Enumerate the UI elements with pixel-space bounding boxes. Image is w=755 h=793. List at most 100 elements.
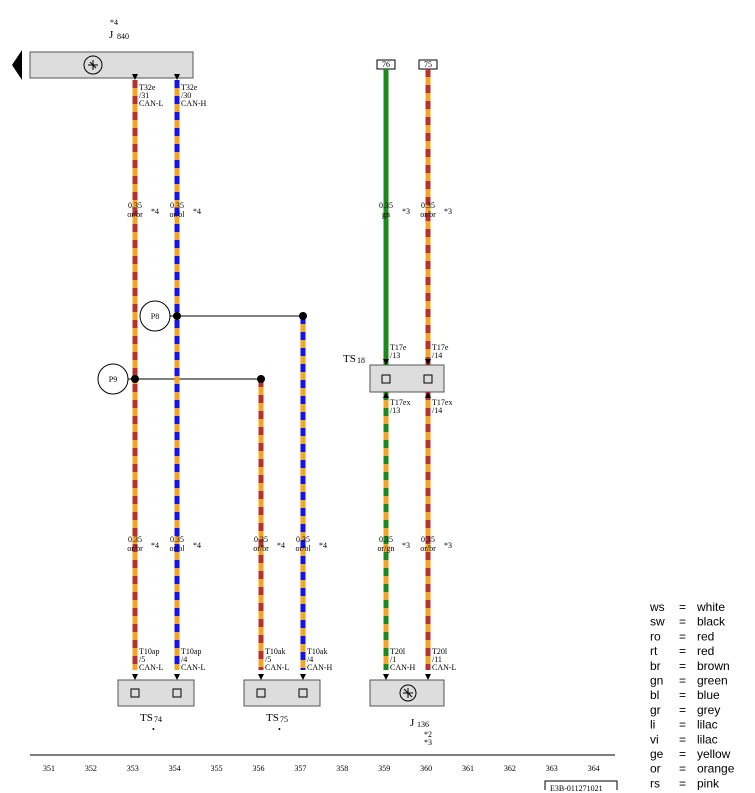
terminal-label: 76 [382,60,390,69]
pin-label: CAN-L [181,663,206,672]
pin-label: T17e [432,343,449,352]
grid-number: 351 [43,764,55,773]
wire-note: *3 [444,207,452,216]
pin-label: T20l [390,647,406,656]
grid-number: 362 [504,764,516,773]
connector-name: TS [266,712,279,724]
legend-eq: = [679,762,686,776]
wire-size: 0.35 [296,535,310,544]
legend-eq: = [679,747,686,761]
grid-number: 353 [127,764,139,773]
legend-code: rt [650,644,658,658]
pin-label: CAN-L [265,663,290,672]
connector-name: TS [343,353,356,365]
grid-number: 355 [211,764,223,773]
wire-size: 0.35 [170,535,184,544]
arrow [12,50,22,80]
terminal-label: 75 [424,60,432,69]
grid-number: 352 [85,764,97,773]
splice-dot [131,375,139,383]
legend-eq: = [679,629,686,643]
grid-number: 364 [588,764,600,773]
pin-label: T32e [139,83,156,92]
legend-eq: = [679,615,686,629]
pin-label: T17e [390,343,407,352]
legend-code: sw [650,615,665,629]
pin-label: CAN-L [432,663,457,672]
wire-note: *4 [193,541,201,550]
grid-number: 359 [378,764,390,773]
symbol [88,60,98,70]
pin-label: /30 [181,91,191,100]
legend-eq: = [679,674,686,688]
component-name: J [109,29,114,41]
connector-note: *3 [424,738,432,747]
symbol [83,55,103,75]
legend-code: bl [650,688,659,702]
wire-size: 0.35 [379,201,393,210]
splice-dot [299,312,307,320]
legend-code: br [650,659,661,673]
pin-label: /13 [390,351,400,360]
legend-meaning: blue [697,688,720,702]
connector-index: 18 [357,356,365,365]
pin-arrow [383,674,389,680]
connector-note: • [152,725,155,734]
wire-note: *3 [444,541,452,550]
connector-note: *2 [424,730,432,739]
legend-meaning: red [697,629,714,643]
wire-color: or/br [127,544,143,553]
wire-note: *4 [193,207,201,216]
splice-dot [173,312,181,320]
splice-label: P9 [109,375,117,384]
pin-label: /31 [139,91,149,100]
pin-label: T10ap [139,647,159,656]
legend-code: gn [650,674,663,688]
pin-label: /1 [390,655,396,664]
pin-label: T10ak [265,647,285,656]
pin-arrow [383,392,389,398]
splice-dot [257,375,265,383]
pin-label: /5 [265,655,271,664]
legend-code: vi [650,732,659,746]
wire-color: gn [382,210,390,219]
pin-label: /11 [432,655,442,664]
pin-label: /14 [432,406,442,415]
pin-label: T10ak [307,647,327,656]
pin-arrow [174,674,180,680]
connector-index: 74 [154,715,162,724]
wire-note: *4 [151,541,159,550]
pin-arrow [425,359,431,365]
pin-label: T32e [181,83,198,92]
wire-color: or/bl [169,544,185,553]
splice-label: P8 [151,312,159,321]
connector-index: 136 [417,720,429,729]
pin-arrow [258,674,264,680]
wire-color: or/bl [295,544,311,553]
connector-note: • [278,725,281,734]
legend-eq: = [679,644,686,658]
wire-color: or/br [127,210,143,219]
wire-color: or/gn [378,544,395,553]
splice-circle [139,300,171,332]
pin-arrow [425,392,431,398]
connector-name: J [410,717,415,729]
wire-size: 0.35 [128,535,142,544]
legend-meaning: pink [697,776,720,790]
grid-number: 358 [336,764,348,773]
pin-label: T10ap [181,647,201,656]
grid-number: 354 [169,764,181,773]
splice-circle [97,363,129,395]
grid-number: 363 [546,764,558,773]
connector-box [243,679,321,707]
wire-note: *4 [277,541,285,550]
pin-label: T20l [432,647,448,656]
legend-eq: = [679,688,686,702]
wire-color: or/bl [169,210,185,219]
connector-box [117,679,195,707]
legend-meaning: green [697,674,728,688]
legend-meaning: orange [697,762,735,776]
pin-arrow [383,359,389,365]
pin-square [423,374,433,384]
